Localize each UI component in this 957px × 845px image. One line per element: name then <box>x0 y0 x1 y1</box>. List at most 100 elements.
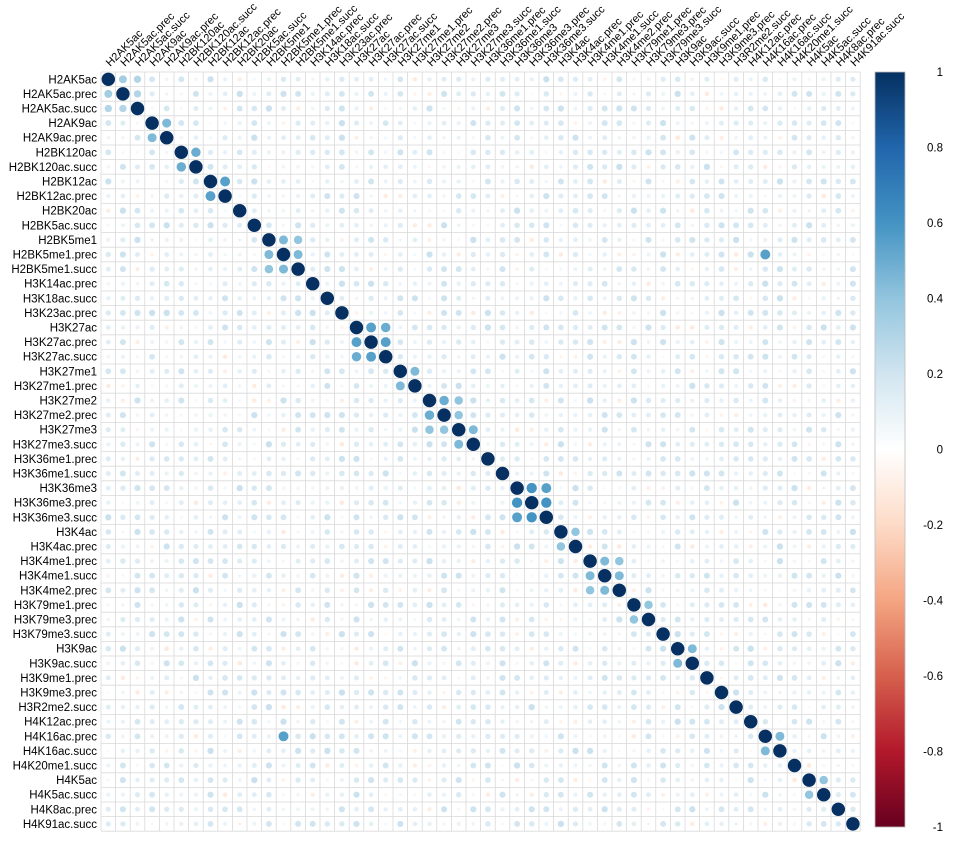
correlation-circle <box>266 500 272 505</box>
correlation-circle <box>470 470 477 477</box>
correlation-circle <box>324 105 330 112</box>
row-label: H3K9ac.succ <box>29 658 97 670</box>
correlation-circle <box>119 104 127 113</box>
correlation-circle <box>514 76 520 82</box>
correlation-circle <box>178 660 185 667</box>
correlation-circle <box>616 76 623 83</box>
correlation-circle <box>601 529 608 535</box>
correlation-circle <box>354 266 359 272</box>
correlation-circle <box>748 135 754 141</box>
correlation-circle <box>704 762 710 769</box>
correlation-circle <box>515 325 519 330</box>
correlation-circle <box>588 515 593 520</box>
correlation-circle <box>776 470 783 477</box>
correlation-circle <box>705 340 709 344</box>
correlation-circle <box>383 514 389 520</box>
correlation-circle <box>573 690 578 695</box>
correlation-circle <box>354 763 359 768</box>
correlation-circle <box>689 426 696 433</box>
correlation-circle <box>675 734 680 739</box>
correlation-circle <box>793 107 796 110</box>
correlation-circle <box>515 165 519 169</box>
correlation-circle <box>310 427 315 432</box>
correlation-circle <box>543 529 550 535</box>
correlation-circle <box>572 572 579 579</box>
correlation-circle <box>587 281 593 287</box>
correlation-circle <box>851 763 855 768</box>
correlation-circle <box>820 601 827 608</box>
correlation-circle <box>631 689 637 696</box>
correlation-circle <box>690 544 695 549</box>
correlation-circle <box>559 165 563 169</box>
correlation-circle <box>851 574 855 578</box>
correlation-circle <box>689 382 696 390</box>
correlation-circle <box>661 296 666 301</box>
correlation-circle <box>369 573 374 578</box>
correlation-circle <box>791 310 798 316</box>
correlation-circle <box>325 179 330 184</box>
correlation-circle <box>631 266 637 272</box>
correlation-circle <box>748 704 754 710</box>
correlation-circle <box>368 733 375 740</box>
correlation-circle <box>383 150 388 155</box>
correlation-circle <box>251 310 257 316</box>
correlation-circle <box>439 395 449 406</box>
correlation-circle <box>265 616 272 623</box>
correlation-circle <box>645 236 652 243</box>
correlation-circle <box>207 455 214 462</box>
correlation-circle <box>850 499 856 506</box>
correlation-circle <box>529 77 534 82</box>
correlation-circle <box>149 514 155 520</box>
correlation-circle <box>822 384 826 388</box>
correlation-circle <box>339 778 344 783</box>
correlation-circle <box>821 222 827 228</box>
correlation-circle <box>194 617 198 622</box>
correlation-circle <box>689 792 695 798</box>
correlation-circle <box>660 719 666 724</box>
correlation-circle <box>660 514 666 521</box>
correlation-circle <box>587 412 593 418</box>
correlation-circle <box>208 325 213 330</box>
correlation-circle <box>544 573 549 578</box>
correlation-circle <box>208 471 213 476</box>
correlation-circle <box>849 368 856 375</box>
correlation-circle <box>193 135 199 140</box>
correlation-circle <box>762 470 768 477</box>
correlation-circle <box>310 456 316 462</box>
correlation-circle <box>470 368 477 375</box>
correlation-circle <box>441 631 447 637</box>
correlation-circle <box>544 150 548 154</box>
correlation-circle <box>291 262 305 276</box>
correlation-circle <box>251 675 257 681</box>
correlation-circle <box>602 719 608 725</box>
correlation-circle <box>660 164 666 170</box>
correlation-circle <box>660 601 667 608</box>
correlation-circle <box>412 675 418 681</box>
correlation-circle <box>763 821 768 826</box>
correlation-circle <box>208 296 213 301</box>
correlation-circle <box>179 106 183 111</box>
correlation-circle <box>528 762 535 769</box>
correlation-circle <box>222 222 228 228</box>
correlation-circle <box>602 77 607 82</box>
correlation-circle <box>163 222 170 229</box>
correlation-circle <box>791 353 798 360</box>
correlation-circle <box>641 612 656 627</box>
correlation-circle <box>762 485 768 491</box>
correlation-circle <box>630 791 637 798</box>
correlation-circle <box>485 398 491 403</box>
correlation-circle <box>486 209 490 213</box>
correlation-circle <box>193 295 199 301</box>
correlation-circle <box>159 130 174 145</box>
correlation-circle <box>806 456 812 462</box>
correlation-circle <box>310 106 315 111</box>
correlation-circle <box>295 631 302 638</box>
correlation-circle <box>675 252 680 257</box>
correlation-circle <box>251 631 257 637</box>
correlation-circle <box>646 530 651 534</box>
correlation-circle <box>178 76 185 83</box>
correlation-circle <box>105 704 111 710</box>
correlation-circle <box>543 120 549 126</box>
correlation-circle <box>733 295 739 302</box>
correlation-circle <box>777 617 783 622</box>
